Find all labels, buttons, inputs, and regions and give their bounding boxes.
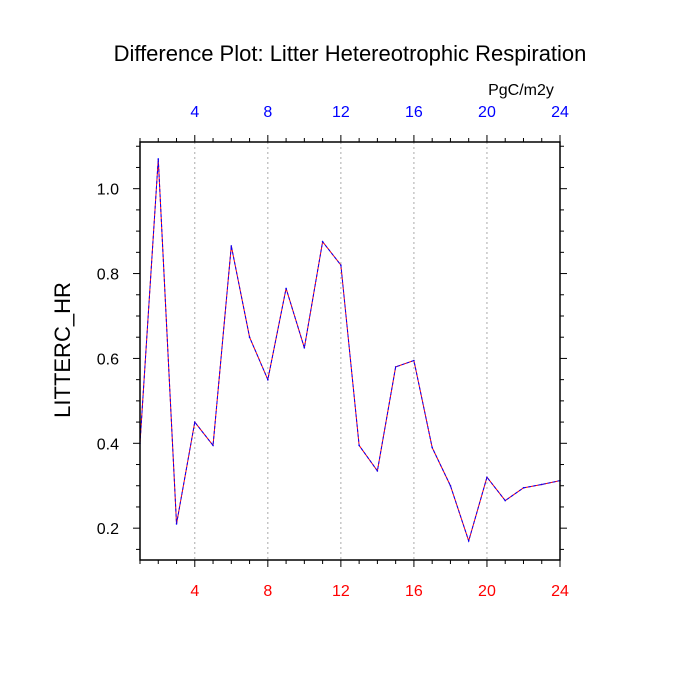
y-tick-label-0.4: 0.4 (97, 436, 119, 453)
data-point-17 (431, 446, 433, 449)
plot-frame (139, 141, 561, 561)
data-point-16 (413, 359, 415, 362)
data-point-22 (522, 487, 525, 489)
y-tick-label-0.6: 0.6 (97, 351, 119, 368)
x-tick-label-top-8: 8 (263, 104, 272, 121)
axis-layer (139, 141, 561, 561)
x-tick-label-bottom-16: 16 (405, 583, 423, 600)
tick-layer (133, 135, 567, 567)
x-tick-label-bottom-8: 8 (263, 583, 272, 600)
data-point-12 (340, 264, 342, 266)
x-tick-label-bottom-12: 12 (332, 583, 350, 600)
y-tick-label-1.0: 1.0 (97, 182, 119, 199)
x-tick-label-bottom-24: 24 (551, 583, 569, 600)
data-point-19 (467, 540, 470, 542)
data-point-21 (504, 499, 507, 502)
data-point-10 (303, 347, 306, 349)
y-axis-label: LITTERC_HR (50, 282, 75, 418)
x-tick-label-top-24: 24 (551, 104, 569, 121)
units-label: PgC/m2y (488, 82, 554, 99)
data-point-3 (175, 523, 178, 525)
x-tick-label-top-20: 20 (478, 104, 496, 121)
data-point-23 (540, 483, 543, 486)
x-tick-label-top-16: 16 (405, 104, 423, 121)
x-tick-label-bottom-4: 4 (190, 583, 199, 600)
data-point-13 (358, 444, 360, 447)
series-line-dashed (139, 158, 561, 543)
chart-title: Difference Plot: Litter Hetereotrophic R… (114, 41, 587, 66)
data-point-20 (486, 476, 488, 479)
data-point-8 (267, 378, 269, 381)
series-layer (139, 158, 561, 543)
data-point-4 (193, 421, 196, 423)
x-tick-label-top-12: 12 (332, 104, 350, 121)
y-tick-label-0.8: 0.8 (97, 267, 119, 284)
data-point-18 (449, 484, 452, 487)
data-point-5 (212, 444, 214, 447)
data-point-15 (394, 366, 397, 368)
data-point-2 (157, 158, 160, 160)
y-tick-label-0.2: 0.2 (97, 521, 119, 538)
data-point-14 (376, 470, 379, 472)
data-point-6 (230, 245, 233, 247)
label-layer: 4 4 8 8 12 12 16 16 20 20 24 24 0.2 0.4 0.6 0.8 1.0 (97, 104, 569, 600)
x-tick-label-top-4: 4 (190, 104, 199, 121)
data-point-9 (285, 287, 287, 290)
data-point-7 (248, 336, 251, 339)
data-point-11 (321, 240, 324, 243)
x-tick-label-bottom-20: 20 (478, 583, 496, 600)
